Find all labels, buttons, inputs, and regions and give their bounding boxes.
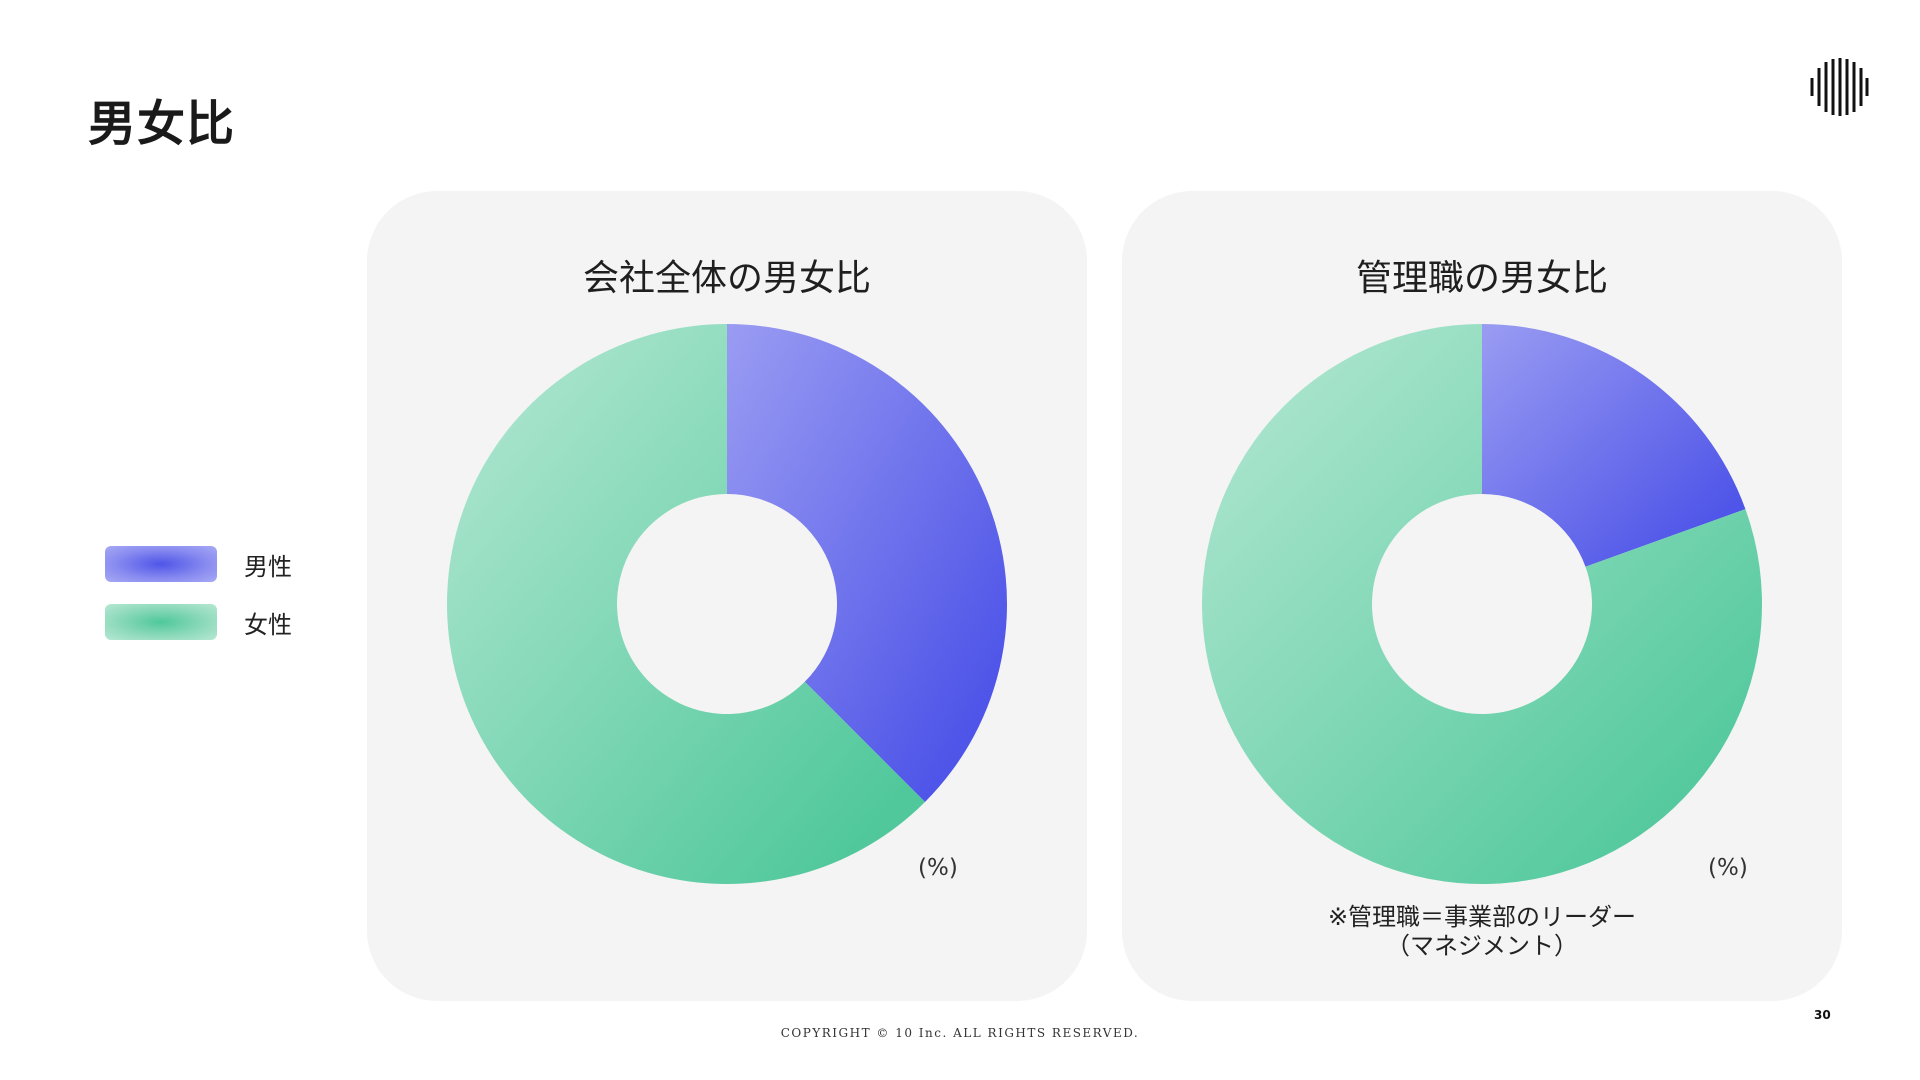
legend-item-female: 女性 (105, 604, 292, 640)
donut-chart-company (447, 324, 1008, 884)
copyright-text: COPYRIGHT © 10 Inc. ALL RIGHTS RESERVED. (780, 1026, 1140, 1040)
legend: 男性 女性 (105, 546, 292, 662)
footnote-line-1: ※管理職＝事業部のリーダー (1327, 903, 1637, 931)
donut-slice-female (1202, 324, 1762, 884)
managers-footnote: ※管理職＝事業部のリーダー （マネジメント） (1122, 903, 1842, 961)
chart-title-managers: 管理職の男女比 (1355, 258, 1608, 299)
page-title: 男女比 (88, 96, 236, 152)
chart-card-managers: 管理職の男女比 (%) ※管理職＝事業部のリーダー （マネジメント） (1122, 191, 1842, 1001)
unit-label-company: (%) (918, 855, 958, 881)
donut-slice-male (1482, 324, 1746, 567)
unit-label-managers: (%) (1708, 855, 1748, 881)
legend-label-male: 男性 (244, 552, 292, 581)
page-number: 30 (1814, 1008, 1831, 1022)
legend-swatch-female (105, 604, 217, 640)
donut-chart-managers (1202, 324, 1762, 884)
donut-slice-male (727, 324, 1008, 802)
chart-card-company: 会社全体の男女比 (%) (367, 191, 1087, 1001)
legend-label-female: 女性 (244, 610, 292, 639)
legend-swatch-male (105, 546, 217, 582)
legend-item-male: 男性 (105, 546, 292, 582)
company-logo-icon (1810, 58, 1869, 116)
donut-slice-female (447, 324, 925, 884)
footnote-line-2: （マネジメント） (1386, 932, 1578, 960)
chart-title-company: 会社全体の男女比 (582, 258, 871, 299)
